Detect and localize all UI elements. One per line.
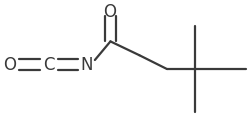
Text: O: O: [102, 3, 115, 21]
Text: N: N: [80, 56, 92, 74]
Text: O: O: [4, 56, 16, 74]
Text: C: C: [43, 56, 54, 74]
